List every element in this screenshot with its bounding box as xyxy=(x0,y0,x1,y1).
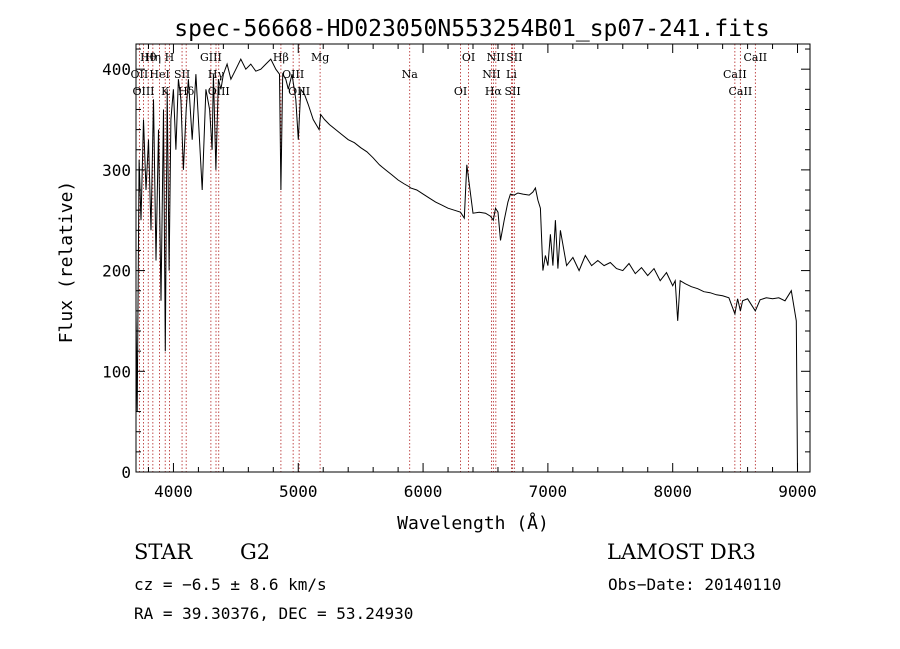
marker-label: OIII xyxy=(288,85,310,98)
y-tick-label: 100 xyxy=(102,362,131,381)
x-tick-label: 4000 xyxy=(154,482,193,501)
survey-name: LAMOST DR3 xyxy=(607,540,756,564)
x-tick-label: 6000 xyxy=(404,482,443,501)
marker-label: SII xyxy=(174,68,190,81)
marker-label: Mg xyxy=(311,51,329,64)
redshift-velocity: cz = −6.5 ± 8.6 km/s xyxy=(134,575,327,594)
observation-date: Obs−Date: 20140110 xyxy=(608,575,781,594)
marker-label: SII xyxy=(504,85,520,98)
y-tick-label: 0 xyxy=(121,463,131,482)
marker-label: Li xyxy=(506,68,517,81)
marker-label: Hβ xyxy=(273,51,289,64)
spectrum-line xyxy=(135,57,798,473)
y-tick-label: 300 xyxy=(102,161,131,180)
y-axis-label: Flux (relative) xyxy=(56,181,77,344)
y-tick-label: 200 xyxy=(102,262,131,281)
marker-label: OIII xyxy=(132,85,154,98)
marker-label: Hη xyxy=(145,51,161,64)
marker-label: Hγ xyxy=(208,68,225,81)
marker-label: Hδ xyxy=(178,85,195,98)
x-tick-label: 8000 xyxy=(653,482,692,501)
plot-frame xyxy=(135,43,811,473)
marker-label: SII xyxy=(506,51,522,64)
marker-label: Na xyxy=(402,68,419,81)
object-subclass: G2 xyxy=(240,540,270,564)
marker-label: Hθ xyxy=(140,51,157,64)
spectral-line-labels: Hθ OII OIII Hη HeI K H SII Hδ GIII Hγ OIII Hβ OIII OII… xyxy=(131,51,768,98)
x-axis-label: Wavelength (Å) xyxy=(397,512,549,534)
marker-label: OIII xyxy=(282,68,304,81)
chart-title: spec-56668-HD023050N553254B01_sp07-241.f… xyxy=(174,16,769,42)
marker-label: GIII xyxy=(200,51,222,64)
marker-label: OII xyxy=(131,68,149,81)
x-tick-label: 9000 xyxy=(778,482,817,501)
sky-coordinates: RA = 39.30376, DEC = 53.24930 xyxy=(134,604,413,623)
marker-label: Hα xyxy=(485,85,503,98)
marker-label: CaII xyxy=(743,51,767,64)
marker-label: OI xyxy=(454,85,467,98)
object-class: STAR xyxy=(134,540,193,564)
marker-label: H xyxy=(165,51,175,64)
x-axis-ticks: 4000 5000 6000 7000 8000 9000 xyxy=(147,44,817,501)
x-tick-label: 5000 xyxy=(279,482,318,501)
marker-label: OI xyxy=(462,51,475,64)
marker-label: CaII xyxy=(723,68,747,81)
marker-label: NII xyxy=(487,51,505,64)
spectral-line-markers xyxy=(138,44,756,472)
marker-label: K xyxy=(161,85,170,98)
x-tick-label: 7000 xyxy=(529,482,568,501)
marker-label: NII xyxy=(482,68,500,81)
marker-label: OIII xyxy=(208,85,230,98)
y-axis-ticks: 0 100 200 300 400 xyxy=(102,48,810,482)
y-tick-label: 400 xyxy=(102,60,131,79)
marker-label: CaII xyxy=(729,85,753,98)
marker-label: HeI xyxy=(149,68,169,81)
